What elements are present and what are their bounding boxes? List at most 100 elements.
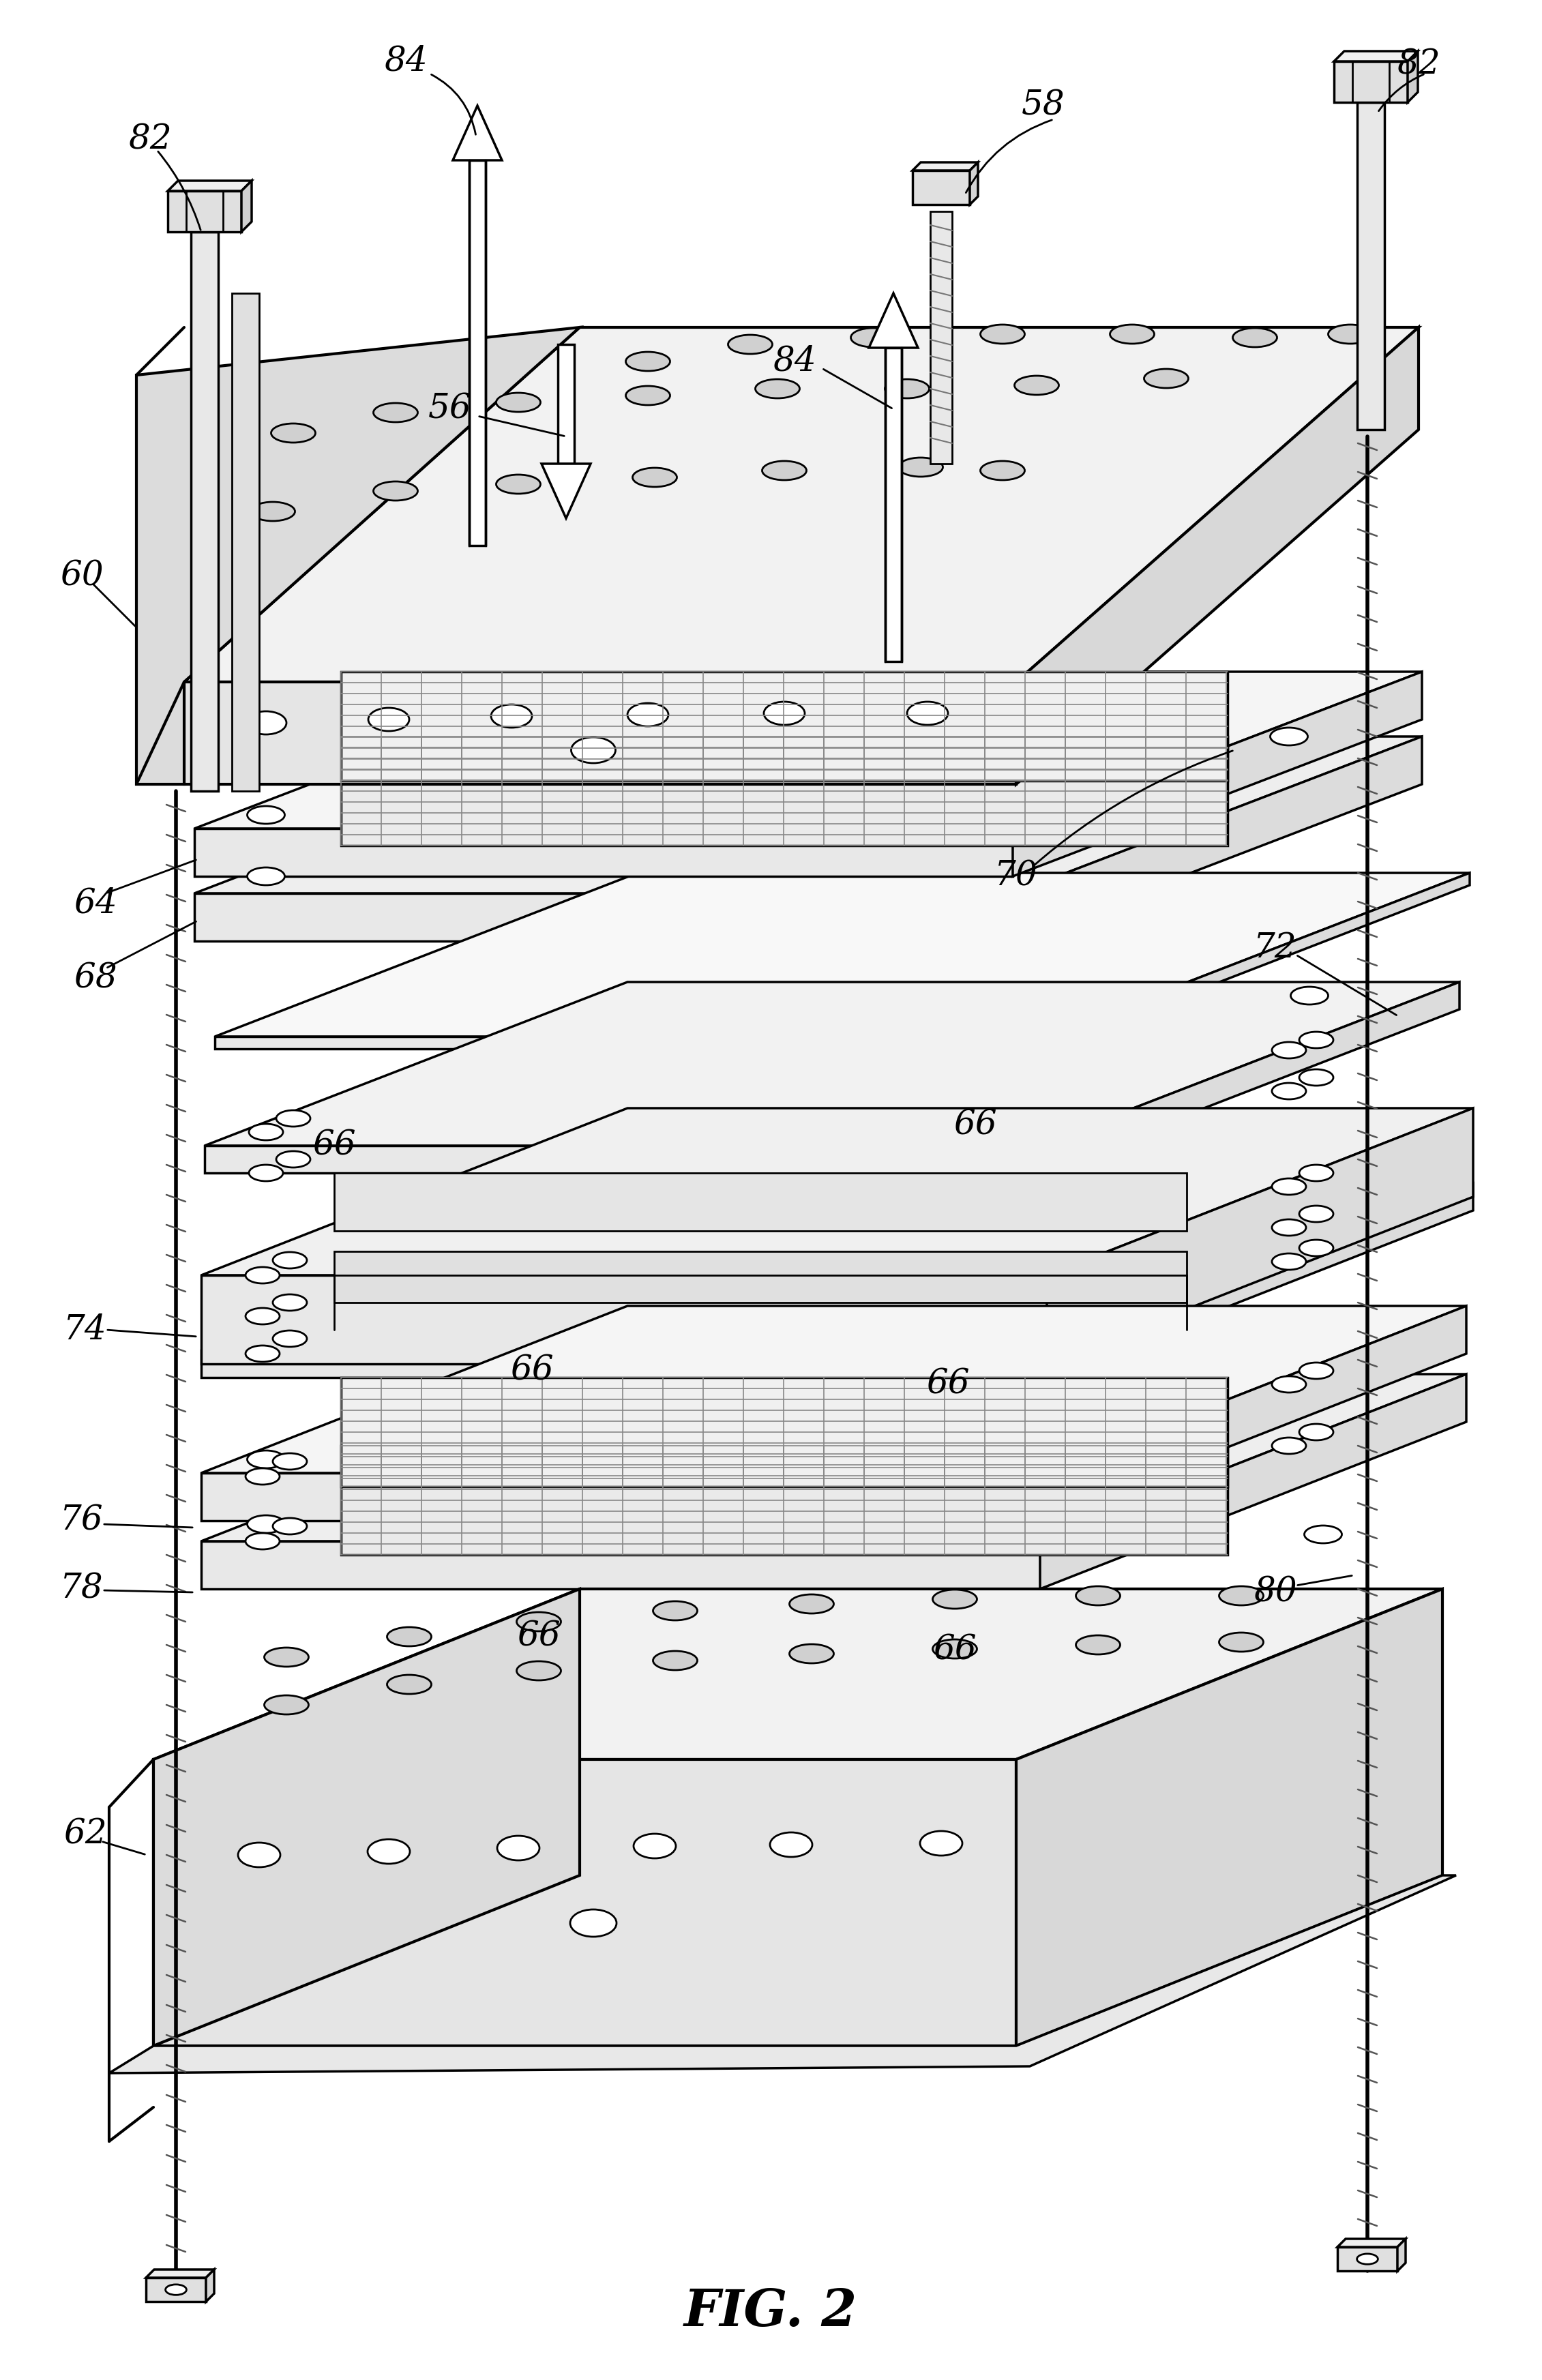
Ellipse shape: [276, 1152, 310, 1169]
Polygon shape: [214, 1038, 1047, 1050]
Ellipse shape: [907, 702, 948, 726]
Ellipse shape: [933, 1640, 978, 1659]
Ellipse shape: [1220, 1585, 1263, 1604]
Polygon shape: [1337, 2247, 1397, 2271]
Ellipse shape: [728, 336, 773, 355]
Polygon shape: [1334, 50, 1419, 62]
Ellipse shape: [763, 702, 805, 726]
Ellipse shape: [790, 1595, 834, 1614]
Polygon shape: [136, 328, 580, 785]
Ellipse shape: [1272, 1376, 1306, 1392]
Ellipse shape: [933, 1590, 978, 1609]
Ellipse shape: [248, 1164, 284, 1180]
Polygon shape: [1357, 102, 1385, 431]
Polygon shape: [200, 1307, 1466, 1473]
Text: 60: 60: [60, 559, 103, 593]
Ellipse shape: [652, 1602, 697, 1621]
Ellipse shape: [251, 502, 295, 521]
Polygon shape: [970, 162, 978, 205]
Ellipse shape: [762, 462, 806, 481]
Text: 56: 56: [429, 393, 472, 426]
Polygon shape: [541, 464, 591, 519]
Ellipse shape: [264, 1647, 308, 1666]
Polygon shape: [205, 1145, 1036, 1173]
Ellipse shape: [264, 1695, 308, 1714]
Ellipse shape: [367, 1840, 410, 1864]
Ellipse shape: [1015, 376, 1059, 395]
Ellipse shape: [276, 1109, 310, 1126]
Polygon shape: [154, 1759, 1016, 2047]
Polygon shape: [341, 671, 1227, 781]
Text: 66: 66: [313, 1128, 356, 1161]
Ellipse shape: [1300, 1423, 1334, 1440]
Polygon shape: [1047, 1109, 1473, 1364]
Polygon shape: [194, 892, 1013, 940]
Polygon shape: [868, 293, 917, 347]
Ellipse shape: [1300, 1361, 1334, 1378]
Polygon shape: [1047, 873, 1470, 1050]
Polygon shape: [191, 231, 219, 790]
Ellipse shape: [1357, 2254, 1379, 2263]
Polygon shape: [200, 1276, 1047, 1364]
Ellipse shape: [517, 1661, 561, 1680]
Ellipse shape: [756, 378, 800, 397]
Polygon shape: [242, 181, 251, 231]
Polygon shape: [231, 293, 259, 790]
Ellipse shape: [273, 1330, 307, 1347]
Polygon shape: [146, 2278, 207, 2301]
Text: 80: 80: [1254, 1576, 1297, 1609]
Ellipse shape: [497, 393, 541, 412]
Ellipse shape: [1305, 1526, 1342, 1542]
Text: 74: 74: [63, 1314, 106, 1347]
Polygon shape: [885, 347, 902, 662]
Ellipse shape: [245, 1266, 279, 1283]
Ellipse shape: [247, 866, 285, 885]
Ellipse shape: [851, 328, 894, 347]
Ellipse shape: [921, 1830, 962, 1856]
Ellipse shape: [387, 1676, 432, 1695]
Polygon shape: [1039, 1307, 1466, 1521]
Ellipse shape: [273, 1454, 307, 1468]
Polygon shape: [341, 1378, 1227, 1488]
Text: 66: 66: [517, 1621, 561, 1654]
Polygon shape: [109, 1875, 1456, 2073]
Ellipse shape: [165, 2285, 187, 2294]
Ellipse shape: [1272, 1178, 1306, 1195]
Polygon shape: [200, 1373, 1466, 1542]
Polygon shape: [200, 1183, 1473, 1349]
Polygon shape: [200, 1349, 1047, 1378]
Polygon shape: [558, 345, 574, 464]
Ellipse shape: [247, 807, 285, 823]
Polygon shape: [1039, 1373, 1466, 1590]
Ellipse shape: [271, 424, 316, 443]
Polygon shape: [194, 828, 1013, 876]
Text: 66: 66: [927, 1368, 970, 1402]
Ellipse shape: [652, 1652, 697, 1671]
Ellipse shape: [1076, 1635, 1119, 1654]
Ellipse shape: [237, 1842, 281, 1868]
Ellipse shape: [248, 1123, 284, 1140]
Polygon shape: [469, 159, 486, 545]
Polygon shape: [194, 671, 1422, 828]
Ellipse shape: [1232, 328, 1277, 347]
Polygon shape: [154, 1590, 1442, 1759]
Ellipse shape: [626, 386, 671, 405]
Ellipse shape: [981, 324, 1025, 343]
Text: 76: 76: [60, 1504, 103, 1537]
Ellipse shape: [373, 481, 418, 500]
Ellipse shape: [1272, 1438, 1306, 1454]
Ellipse shape: [1271, 728, 1308, 745]
Ellipse shape: [273, 1295, 307, 1311]
Ellipse shape: [1272, 1219, 1306, 1235]
Polygon shape: [1016, 328, 1419, 785]
Ellipse shape: [571, 1909, 617, 1937]
Text: 82: 82: [128, 124, 171, 157]
Text: 68: 68: [74, 962, 117, 995]
Text: 66: 66: [510, 1354, 554, 1388]
Ellipse shape: [245, 1345, 279, 1361]
Ellipse shape: [571, 738, 615, 764]
Text: FIG. 2: FIG. 2: [685, 2287, 857, 2337]
Ellipse shape: [247, 1516, 285, 1533]
Ellipse shape: [497, 474, 541, 493]
Ellipse shape: [1300, 1207, 1334, 1221]
